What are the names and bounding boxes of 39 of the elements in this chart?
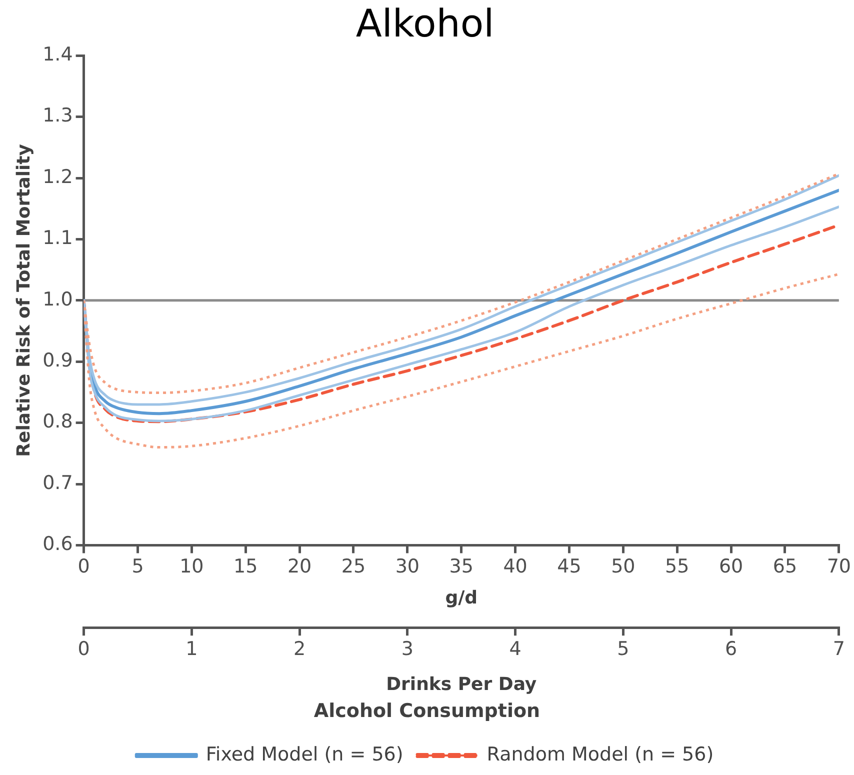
y-tick-label: 1.3 xyxy=(42,104,73,127)
x2-axis-title: Drinks Per Day xyxy=(386,674,537,695)
x-tick-label: 70 xyxy=(826,556,852,578)
x-tick-label: 0 xyxy=(78,556,90,578)
legend-label: Fixed Model (n = 56) xyxy=(206,743,404,766)
x2-tick-label: 0 xyxy=(78,638,90,660)
x-tick-label: 60 xyxy=(718,556,744,578)
y-tick-label: 0.9 xyxy=(42,350,73,372)
chart-title: Alkohol xyxy=(356,2,494,46)
x-tick-label: 30 xyxy=(395,556,420,578)
x-tick-label: 55 xyxy=(665,556,690,578)
x-tick-label: 20 xyxy=(287,556,312,578)
y-tick-label: 0.7 xyxy=(42,472,73,494)
y-tick-label: 1.4 xyxy=(42,44,73,66)
y-tick-label: 1.1 xyxy=(42,227,73,250)
x2-tick-label: 6 xyxy=(724,638,738,660)
x2-tick-label: 1 xyxy=(186,638,198,660)
x-tick-label: 5 xyxy=(132,556,144,578)
x2-tick-label: 4 xyxy=(509,638,522,660)
x-tick-label: 40 xyxy=(503,556,528,578)
text: Alcohol Consumption xyxy=(312,700,542,722)
legend-label: Random Model (n = 56) xyxy=(486,743,714,766)
x2-tick-label: 2 xyxy=(294,638,306,660)
x-tick-label: 45 xyxy=(557,556,582,578)
x-tick-label: 35 xyxy=(449,556,474,578)
x-tick-label: 50 xyxy=(611,556,636,578)
x-axis-title: g/d xyxy=(445,587,478,608)
y-tick-label: 0.6 xyxy=(42,533,73,556)
y-tick-label: 0.8 xyxy=(42,410,73,433)
x2-tick-label: 7 xyxy=(832,638,845,660)
y-tick-label: 1.0 xyxy=(42,288,73,310)
y-axis-title: Relative Risk of Total Mortality xyxy=(13,144,34,457)
x-tick-label: 25 xyxy=(341,556,366,578)
x-tick-label: 65 xyxy=(772,556,798,578)
x2-tick-label: 5 xyxy=(617,638,630,660)
x2-tick-label: 3 xyxy=(401,638,414,660)
x-tick-label: 15 xyxy=(234,556,258,578)
y-tick-label: 1.2 xyxy=(42,166,73,188)
x-tick-label: 10 xyxy=(180,556,204,578)
